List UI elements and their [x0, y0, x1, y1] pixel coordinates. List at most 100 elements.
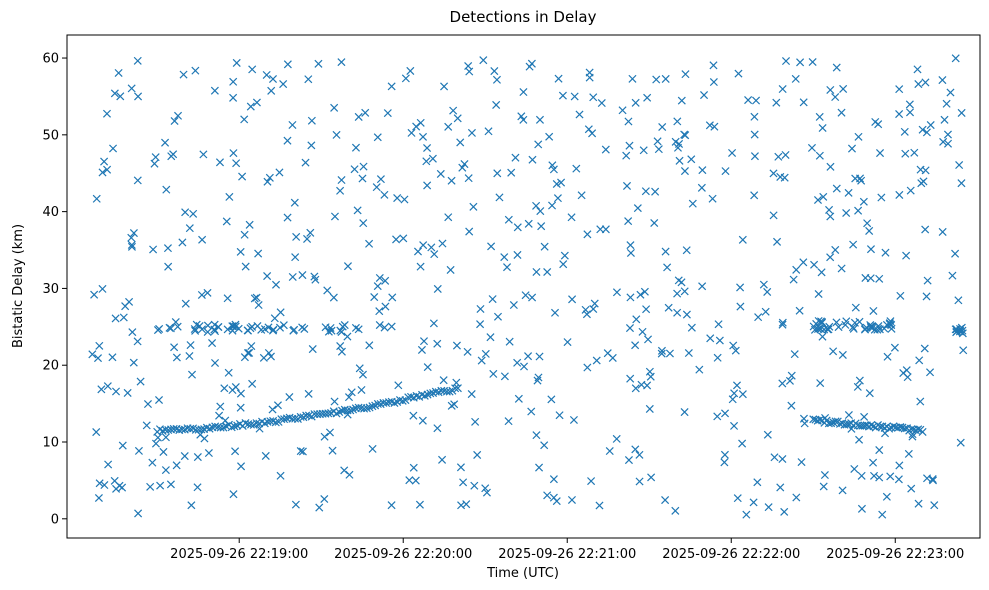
scatter-point: [850, 318, 859, 327]
scatter-point: [412, 122, 421, 131]
scatter-point: [857, 471, 866, 480]
scatter-point: [957, 179, 966, 188]
scatter-point: [837, 264, 846, 273]
scatter-point: [337, 58, 346, 67]
scatter-point: [330, 397, 339, 406]
scatter-point: [951, 325, 960, 334]
scatter-point: [358, 370, 367, 379]
scatter-point: [524, 352, 533, 361]
scatter-point: [671, 137, 680, 146]
scatter-point: [271, 280, 281, 289]
scatter-point: [818, 332, 827, 341]
scatter-point: [134, 92, 143, 101]
scatter-point: [914, 499, 923, 508]
scatter-point: [849, 240, 858, 249]
scatter-point: [185, 224, 194, 233]
scatter-point: [291, 500, 300, 509]
scatter-point: [624, 217, 633, 226]
scatter-point: [922, 128, 931, 137]
scatter-point: [754, 313, 763, 322]
scatter-point: [776, 483, 785, 492]
scatter-point: [584, 125, 593, 134]
scatter-point: [721, 409, 730, 418]
scatter-point: [228, 385, 237, 395]
scatter-point: [346, 406, 355, 415]
scatter-point: [416, 262, 425, 271]
scatter-point: [908, 432, 917, 441]
scatter-point: [631, 98, 640, 107]
scatter-point: [631, 341, 640, 350]
scatter-point: [749, 498, 758, 507]
scatter-point: [127, 242, 136, 251]
scatter-point: [375, 273, 384, 283]
scatter-point: [108, 353, 117, 362]
scatter-point: [733, 494, 742, 503]
scatter-point: [449, 106, 458, 115]
scatter-point: [625, 324, 635, 333]
scatter-point: [191, 66, 200, 75]
scatter-point: [901, 149, 910, 158]
scatter-point: [870, 471, 879, 480]
scatter-point: [123, 388, 132, 397]
scatter-point: [118, 483, 127, 492]
x-axis-label: Time (UTC): [486, 566, 559, 581]
scatter-point: [709, 77, 718, 87]
scatter-point: [652, 75, 661, 84]
scatter-point: [738, 439, 747, 448]
scatter-point: [368, 444, 377, 453]
scatter-point: [370, 293, 379, 302]
scatter-point: [736, 283, 745, 292]
scatter-point: [581, 305, 590, 314]
scatter-point: [907, 484, 916, 493]
scatter-point: [304, 389, 313, 398]
scatter-point: [850, 464, 859, 473]
scatter-point: [324, 409, 333, 418]
scatter-point: [503, 263, 512, 272]
scatter-point: [365, 341, 374, 350]
scatter-point: [631, 445, 640, 454]
scatter-point: [753, 478, 762, 487]
scatter-point: [419, 337, 429, 346]
scatter-point: [166, 480, 175, 489]
scatter-point: [673, 289, 682, 298]
scatter-point: [532, 267, 541, 276]
scatter-point: [186, 341, 195, 350]
scatter-point: [682, 246, 691, 255]
scatter-point: [458, 163, 467, 172]
scatter-point: [444, 213, 453, 222]
scatter-point: [842, 208, 851, 218]
scatter-point: [867, 421, 876, 430]
scatter-point: [232, 159, 241, 168]
scatter-point: [797, 458, 806, 467]
scatter-point: [173, 322, 182, 331]
scatter-point: [863, 219, 872, 228]
scatter-point: [626, 248, 635, 258]
scatter-point: [761, 307, 770, 316]
scatter-point: [956, 438, 965, 447]
y-tick-label: 20: [42, 359, 59, 374]
scatter-point: [229, 93, 238, 102]
scatter-point: [705, 121, 714, 130]
scatter-point: [210, 325, 219, 334]
scatter-point: [489, 369, 498, 378]
scatter-point: [265, 173, 274, 182]
scatter-point: [763, 287, 772, 296]
scatter-point: [687, 155, 696, 164]
scatter-point: [750, 152, 759, 161]
scatter-point: [876, 149, 885, 158]
scatter-point: [185, 351, 194, 361]
scatter-point: [661, 496, 670, 505]
scatter-point: [173, 111, 183, 120]
scatter-point: [572, 164, 581, 173]
scatter-point: [772, 98, 781, 107]
scatter-point: [187, 370, 197, 379]
y-tick-label: 50: [42, 128, 59, 143]
scatter-point: [618, 106, 627, 115]
scatter-point: [680, 130, 689, 139]
scatter-point: [504, 417, 513, 426]
scatter-point: [651, 187, 660, 196]
scatter-point: [298, 271, 307, 280]
scatter-point: [273, 401, 282, 410]
scatter-point: [252, 293, 261, 302]
scatter-point: [595, 501, 604, 510]
